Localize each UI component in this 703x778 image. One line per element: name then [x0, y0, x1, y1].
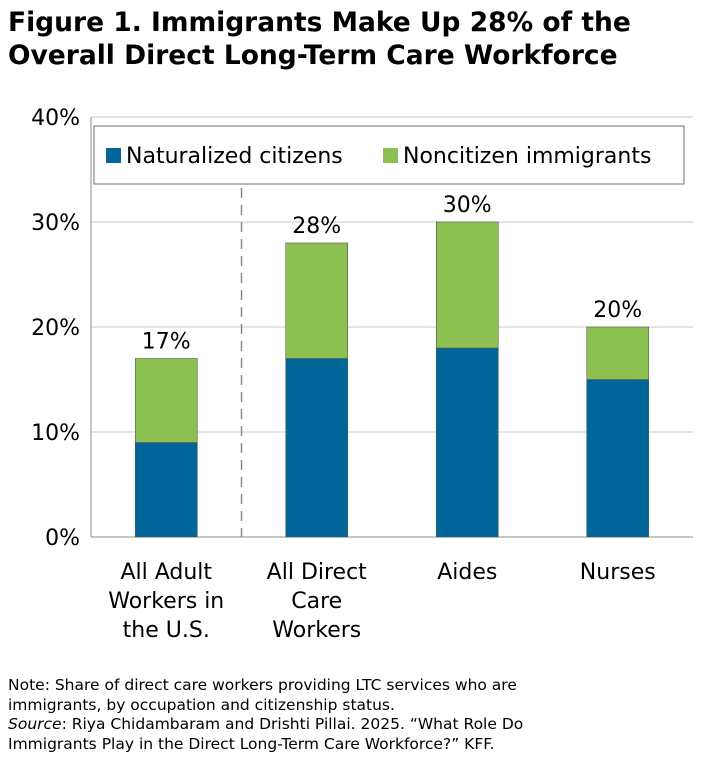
bar-noncitizen-0 [134, 358, 198, 443]
bar-naturalized-0 [134, 442, 198, 538]
source-line-1-text: : Riya Chidambaram and Drishti Pillai. 2… [61, 715, 524, 733]
bar-noncitizen-1 [285, 242, 349, 359]
x-tick-label-2-0: Aides [437, 560, 497, 585]
source-line-1: Source: Riya Chidambaram and Drishti Pil… [8, 715, 698, 735]
x-tick-label-0-2: the U.S. [123, 618, 210, 643]
legend-label-0: Naturalized citizens [126, 144, 343, 169]
bar-noncitizen-3 [586, 326, 650, 380]
y-tick-label-0: 0% [45, 526, 80, 551]
note-line-1: Note: Share of direct care workers provi… [8, 676, 517, 694]
source-label: Source [8, 715, 62, 733]
note-line-2: immigrants, by occupation and citizenshi… [8, 695, 395, 714]
x-tick-label-1-1: Care [291, 589, 342, 614]
chart-notes: Note: Share of direct care workers provi… [8, 676, 698, 754]
x-tick-label-1-0: All Direct [267, 560, 368, 585]
x-tick-label-0-0: All Adult [120, 560, 212, 585]
x-tick-label-1-2: Workers [272, 618, 361, 643]
legend-label-1: Noncitizen immigrants [403, 144, 651, 169]
chart-title-line-1: Figure 1. Immigrants Make Up 28% of the [8, 7, 631, 38]
bar-naturalized-3 [586, 379, 650, 538]
y-tick-label-2: 20% [31, 316, 80, 341]
legend-swatch-0 [106, 148, 121, 163]
x-tick-label-0-1: Workers in [108, 589, 224, 614]
y-tick-label-4: 40% [31, 106, 80, 131]
y-tick-label-3: 30% [31, 211, 80, 236]
total-label-2: 30% [443, 193, 492, 218]
source-line-2: Immigrants Play in the Direct Long-Term … [8, 734, 495, 753]
total-label-0: 17% [142, 330, 191, 355]
bar-noncitizen-2 [435, 221, 499, 349]
total-label-3: 20% [593, 298, 642, 323]
stacked-bar-chart: 0% 10% 20% 30% 40% 17% All Adult Workers in the … [31, 106, 693, 643]
legend-swatch-1 [383, 148, 398, 163]
bar-naturalized-2 [435, 347, 499, 538]
x-tick-label-3-0: Nurses [580, 560, 656, 585]
y-tick-label-1: 10% [31, 421, 80, 446]
chart-title-line-2: Overall Direct Long-Term Care Workforce [8, 40, 618, 71]
bar-naturalized-1 [285, 358, 349, 538]
total-label-1: 28% [292, 214, 341, 239]
chart-title: Figure 1. Immigrants Make Up 28% of the … [8, 6, 698, 72]
